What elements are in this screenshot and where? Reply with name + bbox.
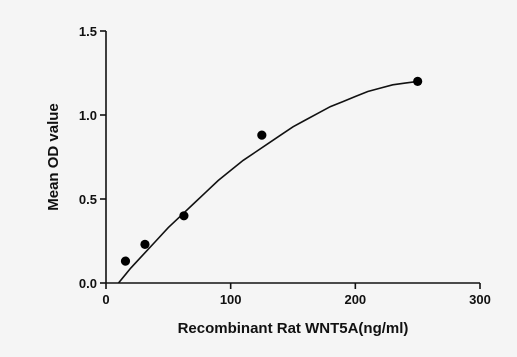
fit-curve — [117, 80, 418, 284]
data-point — [179, 211, 189, 221]
data-point — [140, 239, 150, 249]
y-tick-label: 0.5 — [79, 192, 97, 207]
data-point — [120, 256, 131, 266]
x-tick-label: 200 — [344, 292, 366, 307]
x-axis-title: Recombinant Rat WNT5A(ng/ml) — [178, 320, 409, 337]
y-tick-label: 1.0 — [79, 108, 97, 123]
ticks: 0 100 200 300 0.0 0.5 1.0 1.5 — [79, 24, 491, 307]
data-points — [120, 76, 423, 266]
x-tick-label: 0 — [102, 292, 109, 307]
data-point — [413, 76, 423, 86]
y-axis-title: Mean OD value — [45, 103, 62, 211]
x-tick-label: 300 — [469, 292, 491, 307]
axes — [105, 31, 480, 284]
x-tick-label: 100 — [220, 292, 242, 307]
data-point — [257, 130, 267, 140]
y-tick-label: 1.5 — [79, 24, 97, 39]
y-tick-label: 0.0 — [79, 276, 97, 291]
